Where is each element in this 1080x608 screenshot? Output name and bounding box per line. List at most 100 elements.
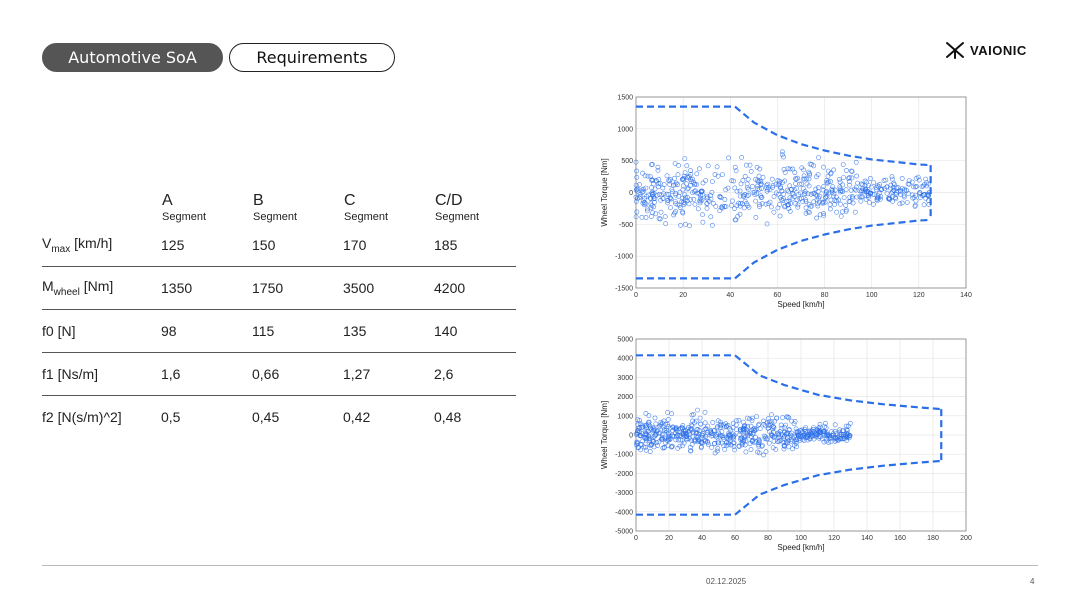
scatter-point <box>799 181 805 187</box>
torque-speed-chart-bottom: 0 20 40 60 80 100 120 140 160 180 200 5000 4000 3000 2… <box>600 337 972 553</box>
scatter-point <box>669 411 675 417</box>
tab-automotive-soa[interactable]: Automotive SoA <box>42 43 223 72</box>
scatter-point <box>715 446 721 451</box>
scatter-point <box>652 186 658 192</box>
scatter-point <box>753 198 759 204</box>
scatter-point <box>698 421 703 427</box>
scatter-point <box>634 440 640 446</box>
scatter-point <box>759 443 765 448</box>
scatter-point <box>846 433 852 439</box>
scatter-point <box>739 440 745 445</box>
scatter-point <box>925 192 931 198</box>
scatter-point <box>824 180 830 185</box>
scatter-point <box>713 204 719 209</box>
scatter-point <box>724 423 730 429</box>
scatter-point <box>847 433 853 438</box>
scatter-point <box>808 191 814 197</box>
scatter-point <box>697 200 703 206</box>
scatter-point <box>661 191 666 197</box>
scatter-point <box>752 428 758 433</box>
scatter-point <box>633 187 639 193</box>
scatter-point <box>801 438 807 443</box>
scatter-point <box>823 188 829 194</box>
scatter-point <box>675 445 681 451</box>
scatter-point <box>720 203 725 209</box>
scatter-point <box>658 422 664 428</box>
scatter-point <box>801 167 806 173</box>
scatter-point <box>656 184 661 189</box>
scatter-point <box>651 204 657 210</box>
scatter-point <box>870 201 876 207</box>
scatter-point <box>820 200 825 206</box>
scatter-point <box>806 169 811 175</box>
scatter-point <box>693 438 698 444</box>
scatter-point <box>814 215 820 221</box>
scatter-point <box>740 193 746 198</box>
scatter-point <box>804 176 809 182</box>
scatter-point <box>656 192 662 197</box>
scatter-point <box>754 191 760 197</box>
scatter-point <box>649 427 655 433</box>
scatter-point <box>665 424 671 429</box>
scatter-point <box>815 185 821 191</box>
x-tick-label: 0 <box>634 292 638 299</box>
scatter-point <box>698 445 704 451</box>
scatter-point <box>814 193 820 199</box>
scatter-point <box>670 424 676 430</box>
scatter-point <box>729 203 734 208</box>
scatter-point <box>740 428 746 434</box>
scatter-point <box>711 428 717 434</box>
scatter-point <box>821 211 826 216</box>
tab-requirements[interactable]: Requirements <box>229 43 395 72</box>
scatter-point <box>843 187 849 193</box>
scatter-point <box>816 155 821 160</box>
scatter-point <box>803 197 809 203</box>
x-tick-label: 160 <box>894 535 906 542</box>
y-tick-label: 5000 <box>617 337 633 344</box>
scatter-point <box>652 199 657 205</box>
scatter-point <box>847 420 853 426</box>
scatter-point <box>849 169 855 174</box>
scatter-point <box>807 172 812 178</box>
scatter-point <box>863 179 869 185</box>
scatter-point <box>662 214 668 220</box>
scatter-point <box>732 217 738 223</box>
table-cell: 1750 <box>243 266 334 310</box>
scatter-point <box>800 437 806 442</box>
scatter-point <box>895 188 901 194</box>
x-tick-label: 140 <box>960 292 972 299</box>
scatter-point <box>802 191 808 196</box>
scatter-point <box>844 432 849 438</box>
scatter-point <box>683 221 688 227</box>
scatter-point <box>680 176 686 182</box>
scatter-point <box>645 208 650 214</box>
scatter-point <box>909 192 915 198</box>
scatter-point <box>634 439 639 445</box>
scatter-point <box>718 422 724 428</box>
scatter-point <box>759 443 765 449</box>
scatter-point <box>853 159 859 165</box>
x-tick-label: 200 <box>960 535 972 542</box>
scatter-point <box>750 437 756 443</box>
scatter-point <box>791 194 797 199</box>
scatter-point <box>650 191 655 197</box>
scatter-point <box>637 429 642 435</box>
scatter-point <box>732 447 737 453</box>
scatter-point <box>788 438 794 444</box>
scatter-point <box>757 204 762 209</box>
segment-spec-table: A Segment B Segment C Segment C/D Segment Vm… <box>42 182 516 438</box>
scatter-point <box>804 181 810 187</box>
logo-text: VAIONIC <box>970 42 1027 58</box>
scatter-point <box>770 424 776 429</box>
scatter-point <box>828 439 834 445</box>
scatter-point <box>672 199 678 204</box>
scatter-point <box>736 443 742 449</box>
x-tick-label: 0 <box>634 535 638 542</box>
table-row: f2 [N(s/m)^2] 0,5 0,45 0,42 0,48 <box>42 396 516 439</box>
scatter-point <box>722 204 727 209</box>
scatter-point <box>793 176 799 182</box>
scatter-point <box>712 441 717 447</box>
scatter-point <box>748 423 754 429</box>
y-tick-label: 1000 <box>617 413 633 420</box>
scatter-point <box>878 187 884 193</box>
